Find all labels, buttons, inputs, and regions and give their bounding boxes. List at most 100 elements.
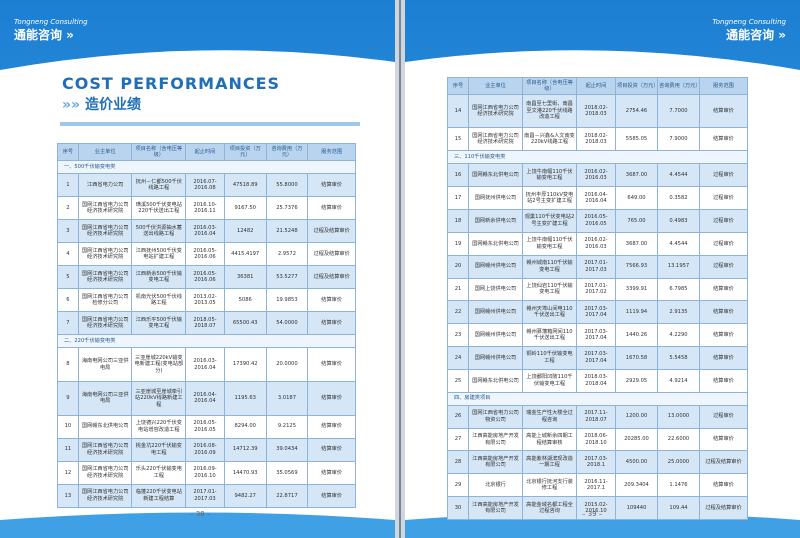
title-en: COST PERFORMANCES: [62, 74, 281, 93]
cell: 国网赣州供电公司: [468, 346, 523, 370]
cell: 25.0000: [657, 450, 700, 475]
cell: 赣州慕藩箱网间110千伏送出工程: [522, 323, 577, 348]
data-row: 25 国网赣东北供电公司 上饶鄱阳凹陂110千伏输变电工程 2018.03-2018.…: [447, 368, 748, 393]
cell: 结算审价: [307, 311, 356, 336]
cell: 观巢110千伏变电站2号主变扩建工程: [522, 208, 577, 233]
data-row: 17 国网抚州供电公司 抚州丰厚110kV变电站2号主变扩建工程 2016.04-20…: [447, 186, 748, 210]
cell: 上饶德兴220千伏变电站增容改造工程: [131, 414, 187, 439]
cell: 1119.94: [615, 300, 658, 325]
cell: 江西乐平500千伏输变电工程: [131, 311, 187, 336]
data-row: 27 江西高能房地产开发有限公司 高能上城新余四期工程结算审核 2018.06-201…: [447, 427, 748, 452]
cell: 江西高能房地产开发有限公司: [468, 496, 523, 520]
cell: 2016.04-2016.04: [576, 186, 616, 210]
cell: 国网江西省电力公司经济技术研究院: [77, 219, 133, 244]
cell: 2017.03-2017.04: [576, 300, 616, 325]
cell: 结算审价: [699, 323, 748, 348]
cell: 3399.91: [615, 277, 658, 302]
cell: 2016.05-2016.05: [185, 414, 225, 439]
cell: 桃金坑220千伏输变电工程: [131, 437, 187, 462]
cell: 0.3582: [657, 186, 700, 210]
cell: 2.9135: [657, 300, 700, 325]
cell: 抚州－仁都500千伏线路工程: [131, 172, 187, 198]
cell: 0.4983: [657, 208, 700, 233]
cell: 11: [57, 437, 79, 462]
cell: 22.6000: [657, 427, 700, 452]
page-number: – 38 –: [190, 510, 211, 518]
data-row: 2 国网江西省电力公司经济技术研究院 璜溪500千伏变电站220千伏送出工程 2016…: [57, 196, 356, 221]
cell: 2017.11-2018.07: [576, 404, 616, 429]
page-number: – 39 –: [582, 510, 603, 518]
cell: 国网赣东北供电公司: [468, 368, 523, 393]
cell: 过程审价: [699, 254, 748, 279]
cell: 结算审价: [699, 473, 748, 498]
cell: 13: [57, 483, 79, 509]
cell: 9167.50: [223, 196, 267, 221]
data-row: 16 国网赣东北供电公司 上饶牛南幅110千伏输变电工程 2016.02-2016.0…: [447, 163, 748, 188]
cell: 28: [447, 450, 469, 475]
cell: 21.5248: [265, 219, 309, 244]
data-row: 7 国网江西省电力公司经济技术研究院 江西乐平500千伏输变电工程 2018.05-2…: [57, 311, 356, 336]
cell: 209.3404: [615, 473, 658, 498]
cell: 9: [57, 380, 79, 416]
cell: 14712.39: [223, 437, 267, 462]
cell: 结算审价: [307, 196, 356, 221]
cell: 7: [57, 311, 79, 336]
cell: 3: [57, 219, 79, 244]
data-row: 29 北京银行 北京银行抚河支行装修工程 2016.11-2017.1 209.3404…: [447, 473, 748, 498]
cell: 19: [447, 231, 469, 256]
cell: 2016.03-2016.04: [185, 219, 225, 244]
cell: 21: [447, 277, 469, 302]
brand-cn: 通能咨询 »: [726, 28, 786, 42]
brand-en: Tongneng Consulting: [712, 18, 786, 26]
section-title: 二、220千伏输变电类: [57, 334, 356, 349]
cell: 国网赣州供电公司: [468, 254, 523, 279]
cell: 1200.00: [615, 404, 658, 429]
cell: 过程及结算审价: [307, 242, 356, 267]
cell: 2016.10-2016.11: [185, 196, 225, 221]
cell: 2016.05-2016.05: [576, 208, 616, 233]
cell: 铜岭110千伏输变电工程: [522, 346, 577, 370]
brand-cn: 通能咨询 »: [14, 28, 74, 42]
cell: 过程审价: [699, 163, 748, 188]
title-cn-row: »» 造价业绩: [62, 94, 141, 114]
cell: 1195.63: [223, 380, 267, 416]
cell: 三亚崖城220kV输变电新建工程(变电站部分): [131, 347, 187, 382]
cell: 2017.03-2018.1: [576, 450, 616, 475]
cell: 国网江西省电力公司经济技术研究院: [468, 93, 523, 129]
cell: 2016.08-2016.09: [185, 437, 225, 462]
data-row: 12 国网江西省电力公司经济技术研究院 乐头220千伏输变电工程 2016.09-20…: [57, 460, 356, 485]
cell: 江西省电力公司: [77, 172, 133, 198]
cell: 海南电网公司三亚供电局: [77, 347, 133, 382]
cell: 国网抚州供电公司: [468, 186, 523, 210]
cell: 3687.00: [615, 231, 658, 256]
cell: 5.5458: [657, 346, 700, 370]
cell: 国网江西省电力公司经济技术研究院: [77, 437, 133, 462]
cell: 结算审价: [699, 346, 748, 370]
cell: 赣州城南110千伏输变电工程: [522, 254, 577, 279]
data-row: 13 国网江西省电力公司经济技术研究院 临蓬220千伏变电站新建工程结算 2017.0…: [57, 483, 356, 509]
cell: 4500.00: [615, 450, 658, 475]
cell: 13.1957: [657, 254, 700, 279]
cell: 19.9853: [265, 288, 309, 313]
cell: 国网江西省电力公司经济技术研究院: [77, 196, 133, 221]
data-row: 18 国网新余供电公司 观巢110千伏变电站2号主变扩建工程 2016.05-2016…: [447, 208, 748, 233]
cell: 国网江西省电力公司经济技术研究院: [77, 242, 133, 267]
section-row: 四、房建类项目: [447, 391, 748, 406]
cell: 8: [57, 347, 79, 382]
cell: 20: [447, 254, 469, 279]
header-cell: 序号: [447, 77, 469, 95]
cell: 15: [447, 127, 469, 152]
cell: 海南电网公司三亚供电局: [77, 380, 133, 416]
data-row: 22 国网赣州供电公司 赣州天埠山间电110千伏送出工程 2017.03-2017.0…: [447, 300, 748, 325]
cell: 2018.02-2018.03: [576, 127, 616, 152]
cell: 53.5277: [265, 265, 309, 290]
data-row: 1 江西省电力公司 抚州－仁都500千伏线路工程 2016.07-2016.08 475…: [57, 172, 356, 198]
cell: 结算审价: [307, 288, 356, 313]
cell: 三亚崖城至崖城牵引站220kV线路新建工程: [131, 380, 187, 416]
cell: 结算审价: [699, 368, 748, 393]
cell: 2016.03-2016.04: [185, 347, 225, 382]
cell: 27: [447, 427, 469, 452]
cell: 2016.11-2017.1: [576, 473, 616, 498]
cell: 上饶鄱阳凹陂110千伏输变电工程: [522, 368, 577, 393]
